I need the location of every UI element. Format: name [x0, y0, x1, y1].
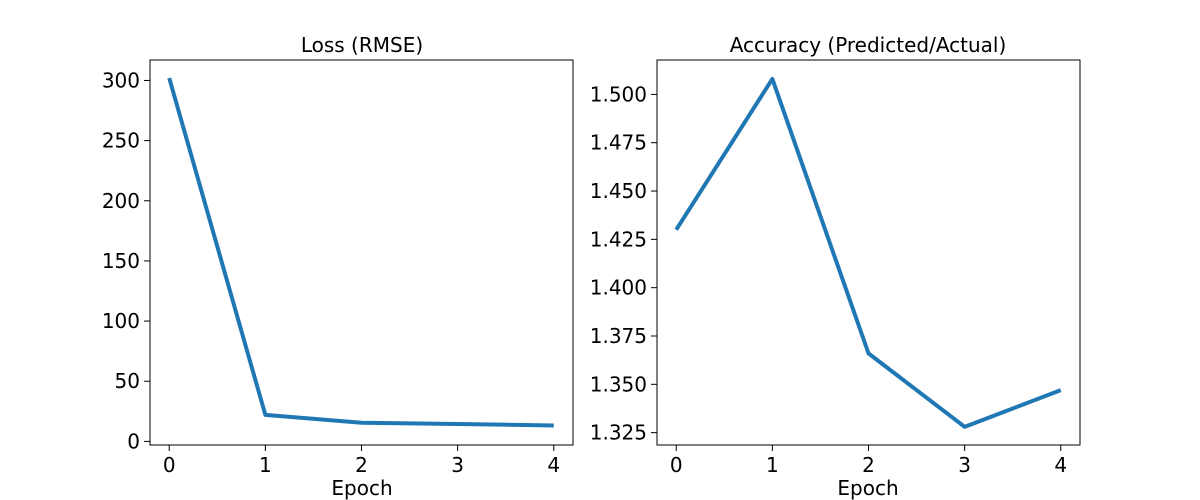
loss-x-tick-label: 2 [355, 453, 368, 477]
accuracy-chart-title: Accuracy (Predicted/Actual) [730, 33, 1007, 57]
loss-x-tick-label: 3 [451, 453, 464, 477]
loss-y-tick-label: 200 [102, 189, 140, 213]
accuracy-y-tick-label: 1.475 [590, 131, 647, 155]
accuracy-y-ticks: 1.325 1.350 1.375 1.400 1.425 1.450 1.475 1.500 [590, 82, 657, 445]
loss-chart-title: Loss (RMSE) [301, 33, 423, 57]
accuracy-x-tick-label: 2 [862, 453, 875, 477]
accuracy-x-tick-label: 0 [670, 453, 683, 477]
loss-y-tick-label: 300 [102, 68, 140, 92]
accuracy-x-tick-label: 3 [958, 453, 971, 477]
loss-x-tick-label: 0 [163, 453, 176, 477]
loss-plot-content [167, 77, 554, 428]
accuracy-y-tick-label: 1.425 [590, 227, 647, 251]
loss-y-tick-label: 150 [102, 249, 140, 273]
accuracy-y-tick-label: 1.500 [590, 82, 647, 106]
loss-x-ticks: 0 1 2 3 4 [163, 445, 560, 477]
loss-y-tick-label: 100 [102, 309, 140, 333]
accuracy-y-tick-label: 1.350 [590, 372, 647, 396]
loss-y-tick-label: 0 [127, 429, 140, 453]
loss-y-ticks: 0 50 100 150 200 250 300 [102, 68, 150, 453]
accuracy-x-axis-label: Epoch [837, 476, 898, 500]
accuracy-y-tick-label: 1.375 [590, 324, 647, 348]
accuracy-chart: Accuracy (Predicted/Actual) 1.3251.3501.… [590, 33, 1081, 500]
loss-y-tick-label: 50 [115, 369, 140, 393]
loss-x-axis-label: Epoch [331, 476, 392, 500]
loss-y-tick-label: 250 [102, 129, 140, 153]
accuracy-y-tick-label: 1.450 [590, 179, 647, 203]
loss-chart: Loss (RMSE) 0 50 100 150 200 250 300 0 1 2 3 4 Epo… [102, 33, 574, 500]
loss-x-tick-label: 1 [259, 453, 272, 477]
accuracy-x-tick-label: 4 [1054, 453, 1067, 477]
accuracy-y-tick-label: 1.400 [590, 276, 647, 300]
accuracy-y-tick-label: 1.325 [590, 421, 647, 445]
accuracy-x-ticks: 0 1 2 3 4 [670, 445, 1067, 477]
loss-x-tick-label: 4 [547, 453, 560, 477]
accuracy-x-tick-label: 1 [766, 453, 779, 477]
accuracy-plot-content [674, 76, 1062, 429]
